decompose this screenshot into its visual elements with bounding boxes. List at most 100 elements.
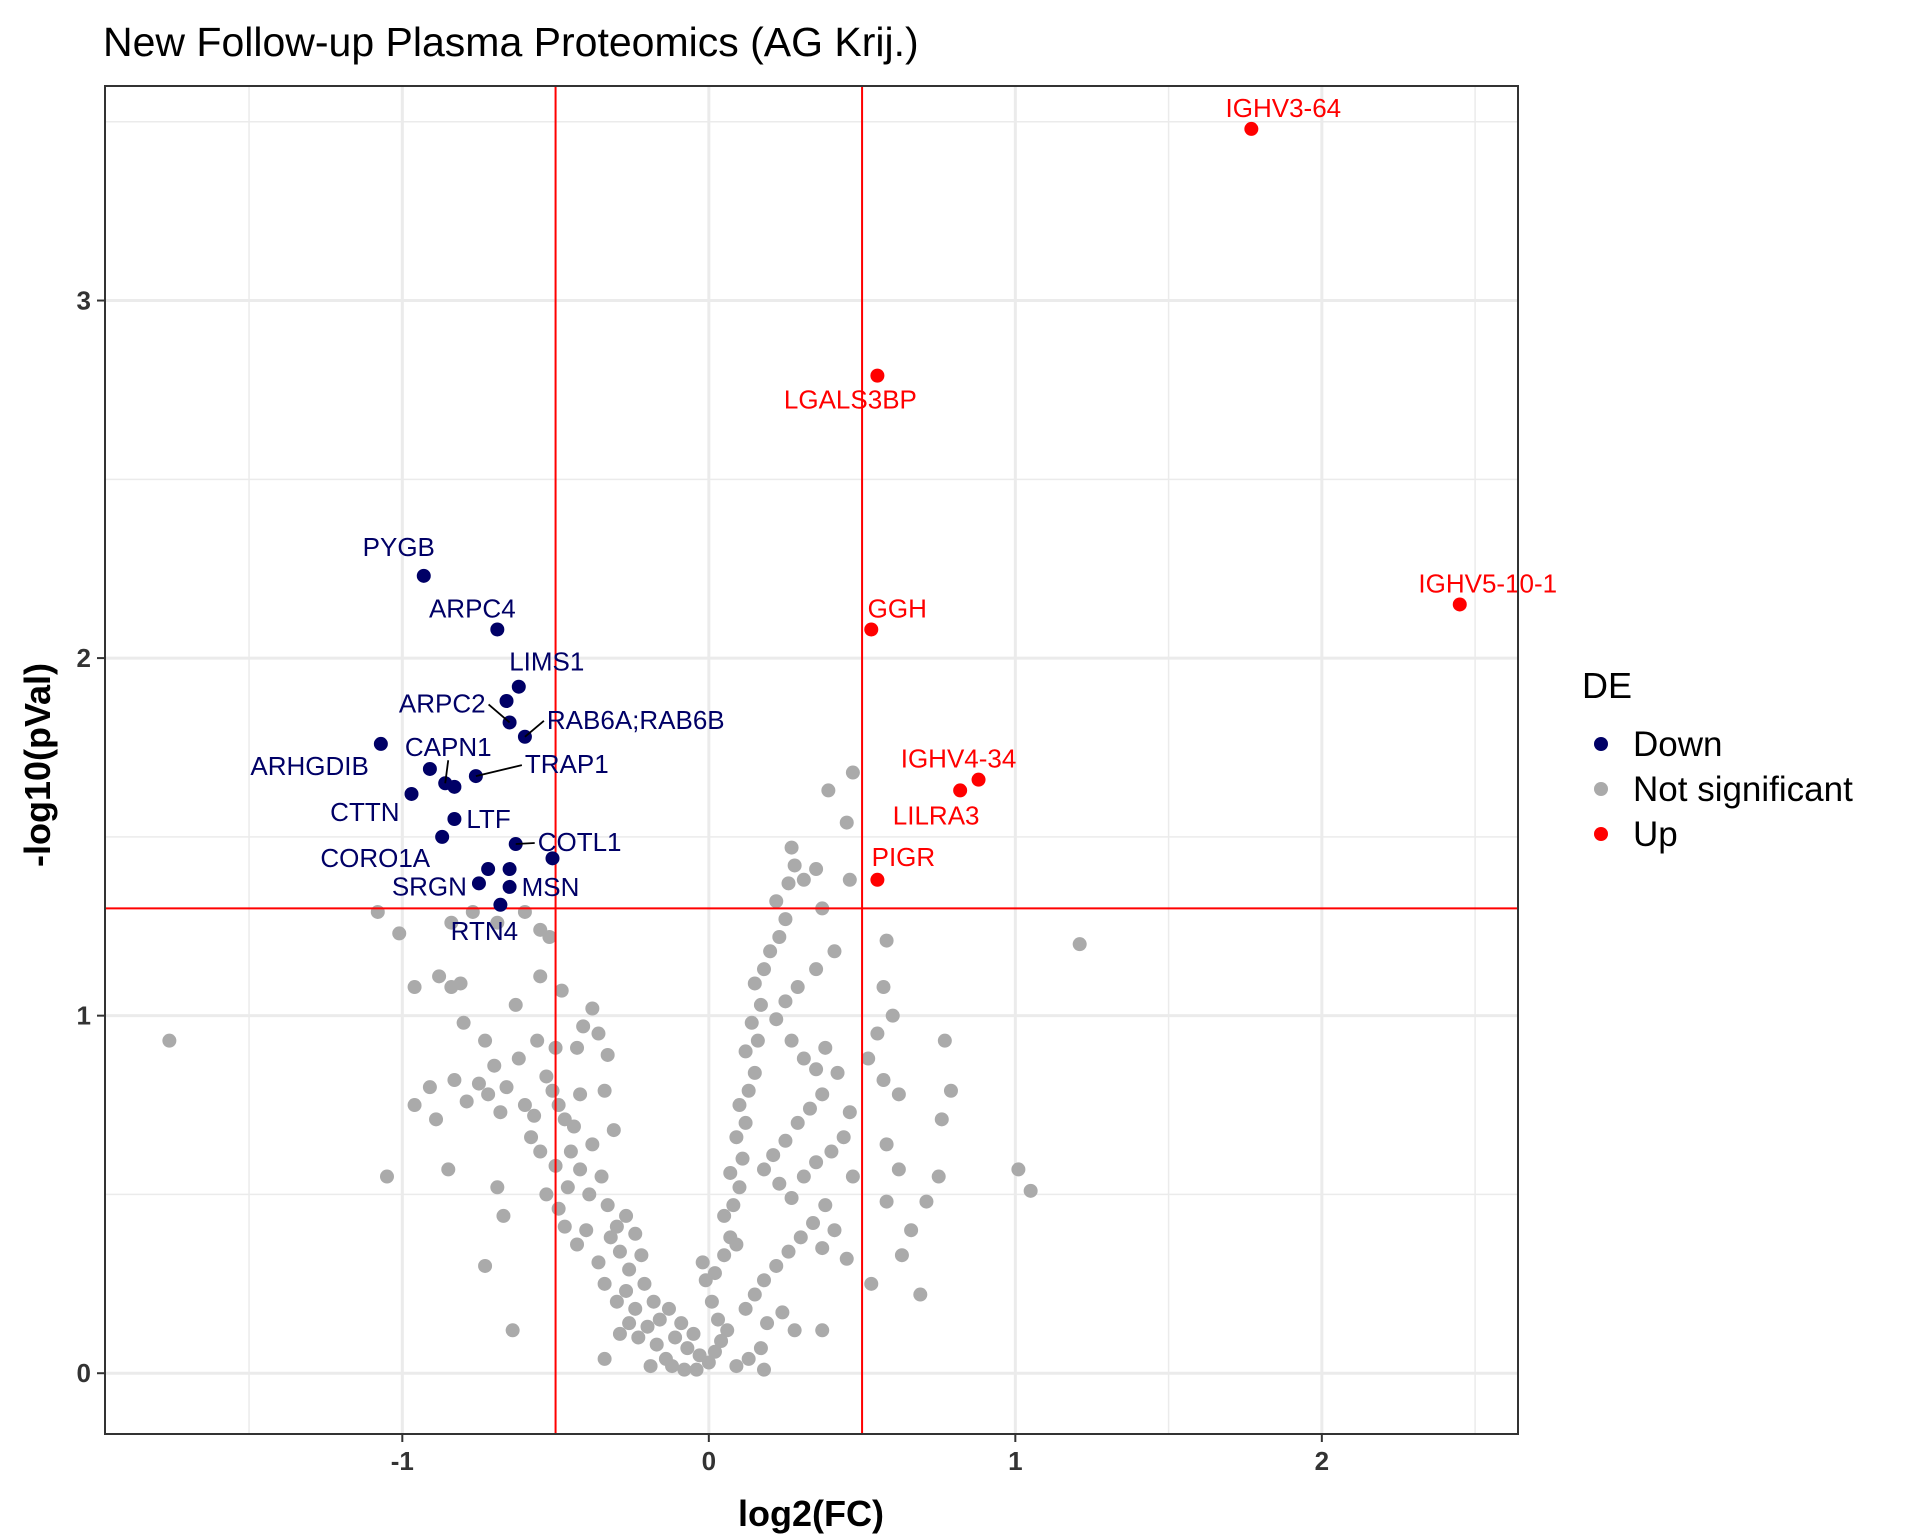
point-not-significant (943, 1083, 958, 1098)
point-label: PYGB (363, 532, 435, 562)
point-not-significant (471, 1076, 486, 1091)
point-not-significant (597, 1083, 612, 1098)
point-not-significant (830, 1065, 845, 1080)
point-not-significant (560, 1180, 575, 1195)
point-not-significant (674, 1316, 689, 1331)
point-not-significant (769, 1012, 784, 1027)
point-not-significant (539, 1069, 554, 1084)
point-not-significant (570, 1040, 585, 1055)
point-not-significant (563, 1144, 578, 1159)
point-not-significant (891, 1087, 906, 1102)
point-not-significant (750, 1033, 765, 1048)
point-not-significant (496, 1208, 511, 1223)
point-not-significant (631, 1330, 646, 1345)
point-not-significant (453, 976, 468, 991)
point-label: RTN4 (451, 916, 518, 946)
y-axis-ticks: 0 1 2 3 (77, 286, 105, 1388)
point-not-significant (499, 1080, 514, 1095)
point-label: ARHGDIB (250, 751, 368, 781)
point-not-significant (753, 997, 768, 1012)
point-not-significant (542, 929, 557, 944)
point-not-significant (839, 815, 854, 830)
x-axis-title: log2(FC) (738, 1493, 884, 1534)
point-label: IGHV4-34 (901, 744, 1017, 774)
point-not-significant (891, 1162, 906, 1177)
point-not-significant (612, 1244, 627, 1259)
point-not-significant (818, 1040, 833, 1055)
point-not-significant (591, 1255, 606, 1270)
point-label: CAPN1 (405, 732, 492, 762)
point-not-significant (763, 944, 778, 959)
point-not-significant (1011, 1162, 1026, 1177)
y-axis-title: -log10(pVal) (17, 663, 58, 867)
point-not-significant (619, 1283, 634, 1298)
point-not-significant (885, 1008, 900, 1023)
point-label: IGHV5-10-1 (1418, 568, 1557, 598)
point-not-significant (796, 872, 811, 887)
point-not-significant (527, 1108, 542, 1123)
point-label: GGH (868, 593, 927, 623)
point-not-significant (517, 1098, 532, 1113)
point-label: IGHV3-64 (1226, 93, 1342, 123)
point-not-significant (707, 1344, 722, 1359)
point-not-significant (490, 1180, 505, 1195)
legend-label: Up (1633, 815, 1678, 854)
point-not-significant (686, 1326, 701, 1341)
point-not-significant (861, 1051, 876, 1066)
point-not-significant (407, 980, 422, 995)
point-not-significant (622, 1262, 637, 1277)
point-label: TRAP1 (525, 749, 609, 779)
legend-label: Down (1633, 725, 1722, 764)
point-not-significant (429, 1112, 444, 1127)
point-not-significant (579, 1223, 594, 1238)
point-not-significant (1023, 1183, 1038, 1198)
point-not-significant (913, 1287, 928, 1302)
point-not-significant (796, 1169, 811, 1184)
point-not-significant (729, 1359, 744, 1374)
point-not-significant (738, 1044, 753, 1059)
point-not-significant (689, 1362, 704, 1377)
point-label: LGALS3BP (784, 385, 917, 415)
point-not-significant (573, 1087, 588, 1102)
point-down (545, 851, 560, 866)
point-not-significant (582, 1187, 597, 1202)
point-not-significant (815, 1087, 830, 1102)
point-not-significant (723, 1165, 738, 1180)
point-not-significant (784, 1033, 799, 1048)
point-down (471, 876, 486, 891)
point-not-significant (597, 1351, 612, 1366)
label-connector (488, 703, 511, 724)
point-not-significant (628, 1301, 643, 1316)
legend-key (1594, 737, 1608, 751)
point-up (870, 872, 885, 887)
y-tick-label: 2 (77, 643, 91, 673)
point-not-significant (585, 1137, 600, 1152)
point-not-significant (790, 980, 805, 995)
point-not-significant (802, 1101, 817, 1116)
point-label: ARPC2 (399, 688, 486, 718)
point-not-significant (447, 1073, 462, 1088)
point-up (953, 783, 968, 798)
point-not-significant (456, 1015, 471, 1030)
point-not-significant (422, 1080, 437, 1095)
point-not-significant (665, 1359, 680, 1374)
point-label: LILRA3 (893, 800, 980, 830)
point-not-significant (876, 980, 891, 995)
point-up (1244, 121, 1259, 136)
point-not-significant (720, 1323, 735, 1338)
point-not-significant (845, 1169, 860, 1184)
point-not-significant (603, 1230, 618, 1245)
point-not-significant (760, 1316, 775, 1331)
point-not-significant (775, 1305, 790, 1320)
point-not-significant (787, 858, 802, 873)
point-label: CORO1A (320, 843, 430, 873)
point-label: ARPC4 (429, 593, 516, 623)
plot-panel: PYGB ARPC4 LIMS1 ARPC2 RAB6A;RAB6B ARHGDIB CAP… (104, 85, 1557, 1435)
point-not-significant (493, 1105, 508, 1120)
legend: DE Down Not significant Up (1582, 665, 1853, 854)
point-not-significant (726, 1198, 741, 1213)
point-not-significant (407, 1098, 422, 1113)
point-not-significant (594, 1169, 609, 1184)
point-not-significant (459, 1094, 474, 1109)
point-not-significant (781, 876, 796, 891)
